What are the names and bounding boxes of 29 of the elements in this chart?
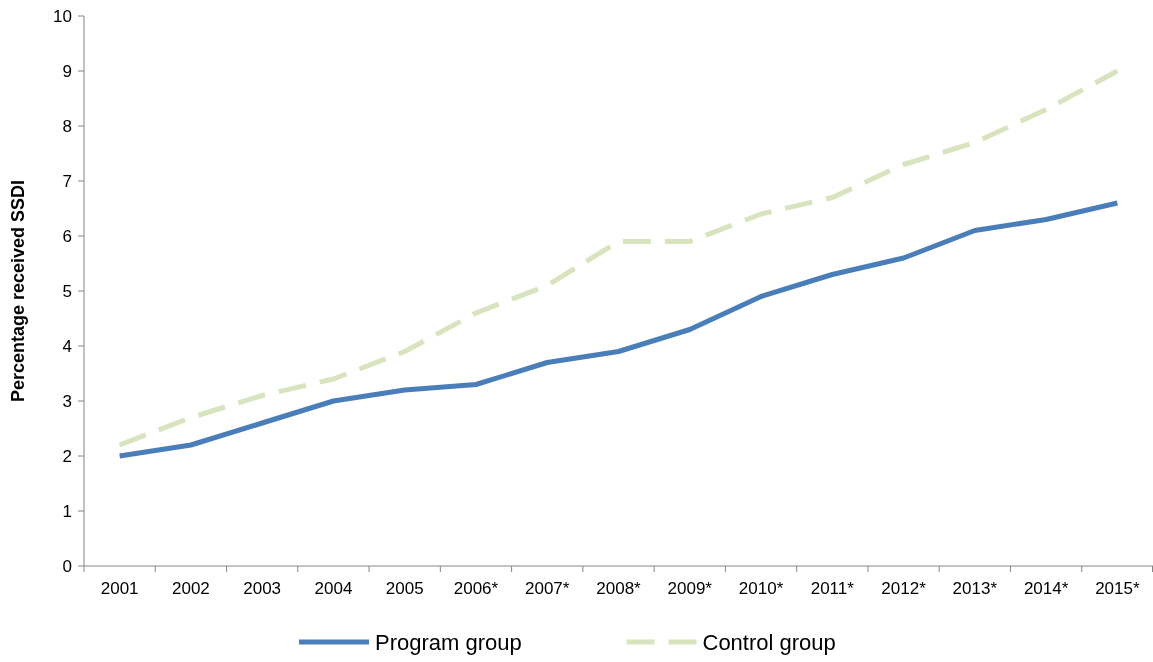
x-tick-label: 2002: [171, 579, 210, 598]
y-tick-label: 6: [62, 226, 72, 246]
x-tick-label: 2005: [385, 579, 424, 598]
x-tick-label: 2010*: [738, 579, 784, 598]
y-tick-label: 8: [62, 116, 72, 136]
y-tick-label: 0: [62, 556, 72, 576]
x-tick-label: 2014*: [1023, 579, 1069, 598]
y-tick-label: 10: [53, 6, 72, 26]
x-tick-label: 2013*: [952, 579, 998, 598]
x-tick-label: 2004: [314, 579, 353, 598]
y-tick-label: 4: [62, 336, 72, 356]
x-tick-label: 2009*: [667, 579, 713, 598]
y-axis-title: Percentage received SSDI: [8, 179, 28, 403]
x-tick-label: 2015*: [1095, 579, 1140, 598]
y-tick-label: 5: [62, 281, 72, 301]
y-tick-label: 2: [62, 446, 72, 466]
x-tick-label: 2001: [100, 579, 139, 598]
y-tick-label: 7: [62, 171, 72, 191]
x-tick-label: 2011*: [810, 579, 855, 598]
legend-label: Program group: [375, 629, 522, 655]
y-tick-label: 3: [62, 391, 72, 411]
x-tick-label: 2012*: [881, 579, 927, 598]
x-tick-label: 2003: [243, 579, 282, 598]
x-tick-label: 2007*: [525, 579, 570, 598]
x-tick-label: 2006*: [453, 579, 499, 598]
x-tick-label: 2008*: [596, 579, 642, 598]
legend-label: Control group: [702, 629, 836, 655]
y-tick-label: 1: [62, 501, 72, 521]
y-tick-label: 9: [62, 61, 72, 81]
